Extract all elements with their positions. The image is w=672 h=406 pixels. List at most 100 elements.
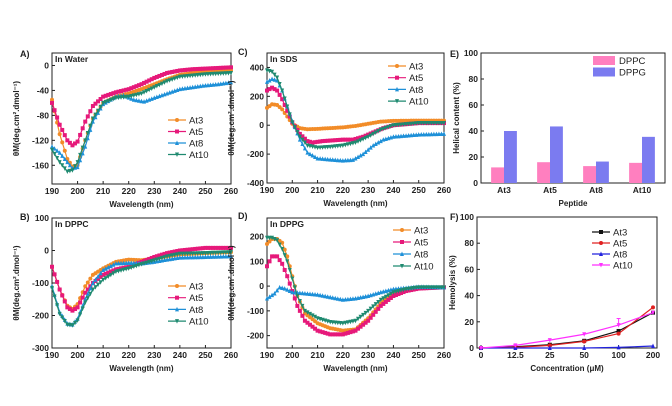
- data-point: [429, 285, 434, 290]
- data-point: [154, 84, 159, 89]
- data-point: [139, 262, 144, 267]
- data-point: [200, 251, 205, 256]
- data-point: [399, 122, 404, 128]
- data-point: [378, 138, 383, 144]
- data-point: [126, 266, 131, 271]
- data-point: [101, 272, 106, 277]
- legend-marker: [175, 152, 179, 157]
- data-point: [98, 274, 103, 279]
- data-point: [177, 255, 182, 260]
- data-point: [188, 67, 193, 72]
- data-point: [165, 251, 170, 256]
- data-point: [198, 72, 203, 78]
- data-point: [203, 254, 208, 259]
- data-point: [188, 254, 193, 260]
- data-point: [211, 71, 216, 77]
- data-point: [229, 79, 233, 85]
- data-point: [280, 240, 285, 245]
- data-point: [73, 307, 78, 311]
- x-tick-label: 250: [412, 185, 426, 195]
- y-axis-label: θM(deg.cm².dmol⁻¹): [12, 245, 21, 321]
- data-point: [96, 99, 101, 104]
- data-point: [363, 310, 368, 316]
- data-point: [272, 87, 277, 92]
- data-point: [383, 294, 388, 300]
- y-tick-label: 80: [465, 238, 475, 248]
- data-point: [60, 153, 65, 158]
- data-point: [318, 156, 323, 161]
- data-point: [80, 145, 85, 151]
- data-point: [185, 251, 190, 257]
- data-point: [318, 292, 323, 298]
- data-point: [442, 285, 446, 290]
- data-point: [366, 318, 371, 323]
- panel-d: -200 -100 0 100 200 190 200 210 220 230 240 250 260 W…: [227, 211, 451, 373]
- data-point: [111, 262, 116, 267]
- data-point: [216, 250, 221, 256]
- data-point: [396, 292, 401, 297]
- data-point: [126, 87, 131, 92]
- data-point: [101, 277, 106, 283]
- y-tick-label: 40: [465, 291, 475, 301]
- data-point: [193, 251, 198, 256]
- data-point: [358, 314, 363, 320]
- x-tick-label: 190: [45, 186, 59, 196]
- legend-label: At3: [414, 226, 428, 237]
- x-axis-label: Wavelength (nm): [109, 200, 173, 209]
- panel-label: E): [450, 49, 459, 59]
- data-point: [185, 247, 190, 252]
- data-point: [391, 290, 396, 295]
- x-axis-label: Wavelength (nm): [323, 199, 387, 208]
- y-tick-label: -160: [32, 160, 49, 170]
- data-point: [50, 97, 54, 102]
- data-point: [307, 291, 312, 297]
- data-point: [223, 245, 228, 250]
- data-point: [297, 134, 302, 140]
- data-point: [280, 107, 285, 112]
- data-point: [200, 72, 205, 77]
- data-point: [208, 245, 213, 250]
- data-point: [300, 303, 305, 309]
- data-point: [55, 115, 60, 120]
- data-point: [348, 141, 353, 147]
- data-point: [371, 304, 376, 309]
- legend-label: At3: [613, 228, 627, 239]
- data-point: [50, 147, 54, 153]
- x-tick-label: 240: [173, 186, 187, 196]
- data-point: [221, 245, 226, 250]
- data-point: [345, 320, 350, 325]
- data-point: [330, 138, 335, 143]
- data-point: [356, 139, 361, 144]
- data-point: [50, 264, 54, 269]
- data-point: [211, 254, 216, 259]
- data-point: [582, 345, 587, 350]
- x-tick-label: 200: [285, 185, 299, 195]
- data-point: [67, 162, 72, 168]
- data-point: [338, 137, 343, 142]
- series-at5: [479, 305, 655, 350]
- plot-frame: [480, 52, 666, 184]
- data-point: [205, 72, 210, 77]
- data-point: [119, 95, 124, 100]
- data-point: [424, 121, 429, 126]
- data-point: [436, 121, 441, 126]
- data-point: [198, 246, 203, 251]
- data-point: [149, 259, 154, 264]
- data-point: [356, 326, 361, 331]
- data-point: [172, 252, 177, 258]
- data-point: [295, 129, 300, 135]
- series-at10: [265, 68, 446, 151]
- data-point: [343, 320, 348, 326]
- data-point: [193, 67, 198, 72]
- data-point: [60, 127, 65, 132]
- data-point: [399, 288, 404, 293]
- data-point: [200, 254, 205, 260]
- data-point: [134, 97, 139, 103]
- data-point: [52, 151, 57, 157]
- data-point: [328, 332, 333, 337]
- x-tick-label: At5: [543, 185, 557, 195]
- data-point: [343, 137, 348, 142]
- data-point: [75, 164, 80, 170]
- data-point: [75, 318, 80, 323]
- data-point: [88, 291, 93, 297]
